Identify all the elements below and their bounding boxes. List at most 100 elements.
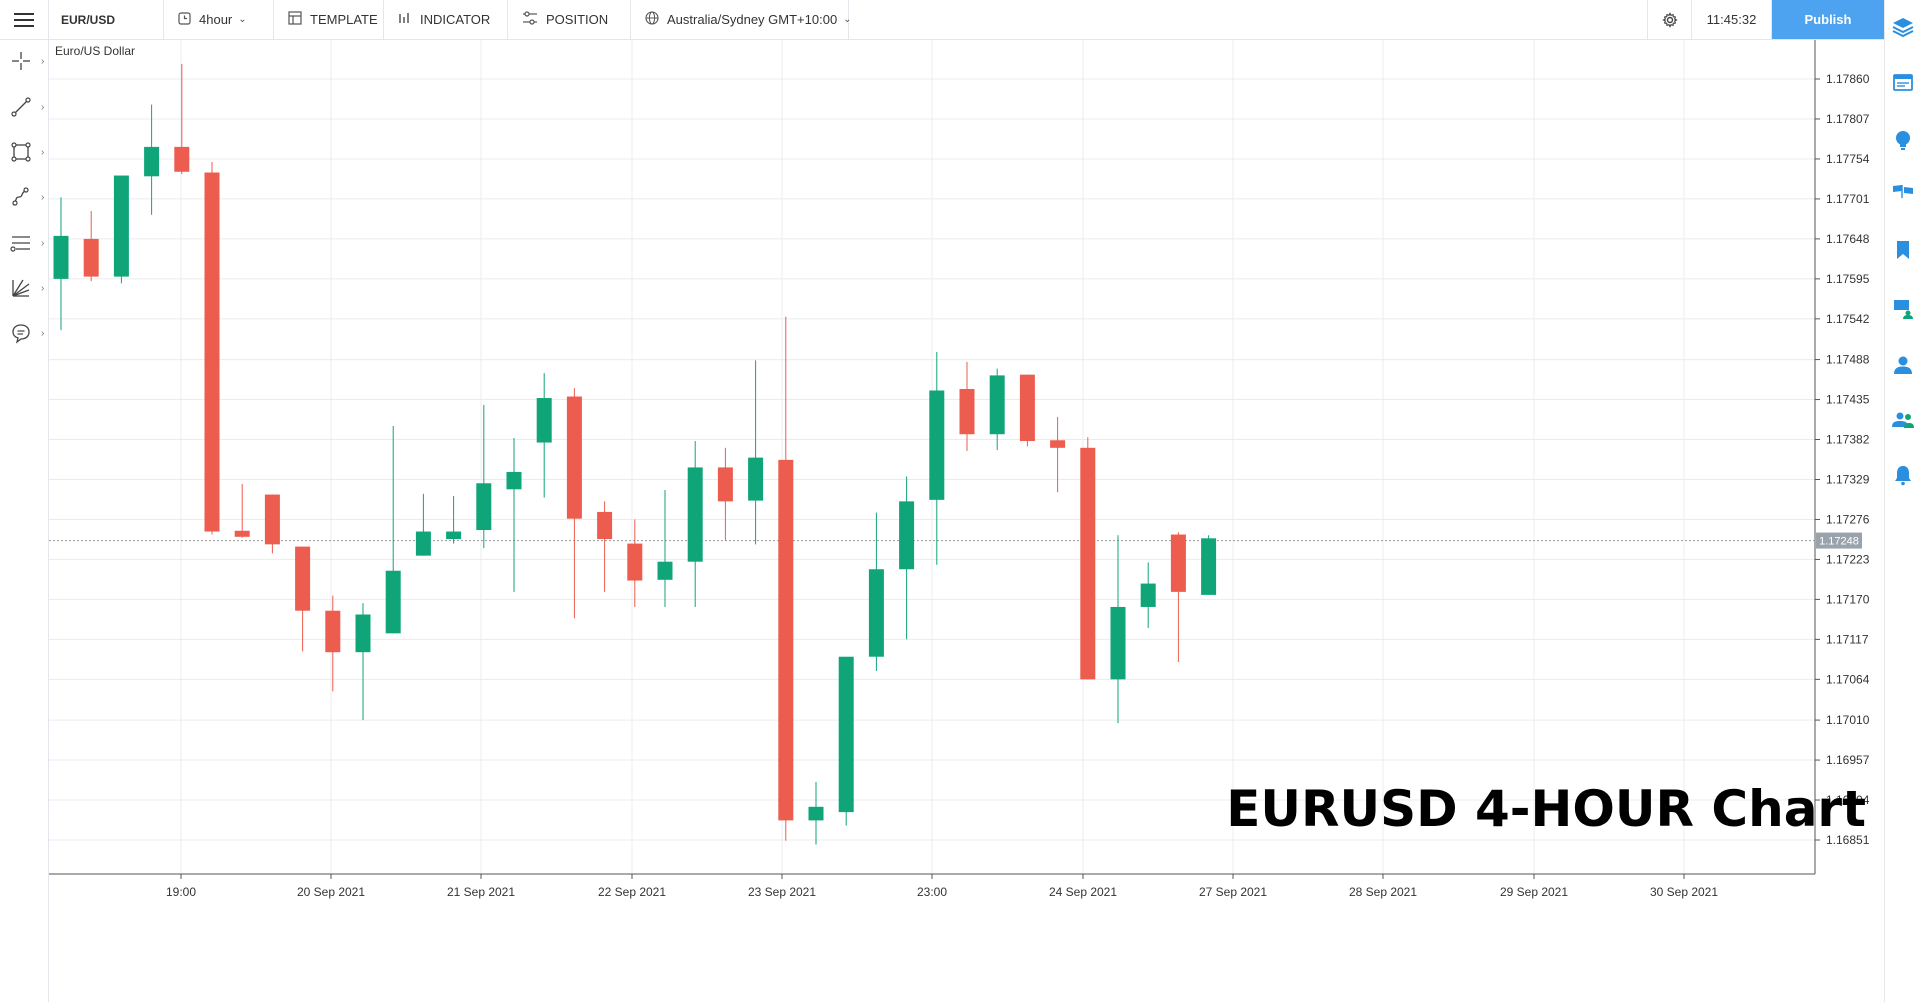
crosshair-tool[interactable]: › [4, 44, 46, 78]
gear-icon [1661, 11, 1678, 28]
candle-body [234, 530, 250, 537]
y-tick-label: 1.17542 [1826, 312, 1870, 326]
candle-body [989, 375, 1005, 435]
template-button[interactable]: TEMPLATE [274, 0, 384, 39]
y-tick-label: 1.16957 [1826, 753, 1870, 767]
chart-area[interactable]: 1.17860 1.17807 1.17754 1.17701 1.17648 1.175… [49, 40, 1884, 1002]
interval-selector[interactable]: 4hour ⌄ [164, 0, 274, 39]
layers-icon[interactable] [1891, 15, 1915, 39]
x-tick-label: 22 Sep 2021 [598, 885, 666, 899]
chevron-right-icon: › [41, 282, 45, 294]
chevron-right-icon: › [41, 55, 45, 67]
lightbulb-icon[interactable] [1891, 128, 1915, 152]
y-tick-label: 1.16851 [1826, 833, 1870, 847]
template-label: TEMPLATE [310, 12, 378, 27]
flags-icon[interactable] [1891, 180, 1915, 204]
fib-tool[interactable]: › [4, 226, 46, 260]
candle-body [83, 238, 99, 277]
chevron-right-icon: › [41, 327, 45, 339]
x-tick-label: 21 Sep 2021 [447, 885, 515, 899]
chevron-right-icon: › [41, 237, 45, 249]
y-tick-label: 1.17807 [1826, 112, 1870, 126]
candle-body [1170, 534, 1186, 592]
annotation-tool[interactable]: › [4, 316, 46, 350]
y-tick-label: 1.17329 [1826, 472, 1870, 486]
y-tick-label: 1.17860 [1826, 72, 1870, 86]
candle-body [778, 459, 794, 821]
y-tick-label: 1.17117 [1826, 632, 1869, 646]
candle-body [385, 570, 401, 634]
chevron-right-icon: › [41, 191, 45, 203]
candle-body [959, 388, 975, 435]
user-icon[interactable] [1891, 353, 1915, 377]
menu-button[interactable] [0, 0, 49, 39]
y-tick-label: 1.17010 [1826, 713, 1870, 727]
candle-body [53, 235, 69, 279]
bookmark-icon[interactable] [1891, 238, 1915, 262]
y-tick-label: 1.17170 [1826, 592, 1870, 606]
publish-button[interactable]: Publish [1772, 0, 1884, 39]
candle-body [1140, 583, 1156, 607]
chevron-down-icon: ⌄ [238, 14, 247, 25]
y-tick-label: 1.17701 [1826, 192, 1870, 206]
crosshair-icon [12, 52, 30, 70]
candle-body [144, 146, 160, 177]
candle-body [597, 511, 613, 540]
candle-body [1019, 374, 1035, 442]
chart-overlay-title: EURUSD 4-HOUR Chart [1226, 780, 1866, 838]
brush-icon [12, 187, 29, 206]
y-tick-label: 1.17382 [1826, 433, 1870, 447]
top-toolbar: EUR/USD 4hour ⌄ TEMPLATE INDICATOR POSIT… [0, 0, 1920, 40]
gann-fan-tool[interactable]: › [4, 271, 46, 305]
candle-body [687, 467, 703, 562]
gann-fan-icon [12, 279, 30, 297]
symbol-selector[interactable]: EUR/USD [49, 0, 164, 39]
candle-body [1050, 440, 1066, 448]
position-button[interactable]: POSITION [508, 0, 631, 39]
x-tick-label: 30 Sep 2021 [1650, 885, 1718, 899]
template-icon [288, 11, 302, 28]
x-tick-label: 19:00 [166, 885, 196, 899]
comment-icon [12, 324, 30, 344]
settings-button[interactable] [1647, 0, 1692, 39]
calendar-icon[interactable] [1891, 70, 1915, 94]
timezone-selector[interactable]: Australia/Sydney GMT+10:00 ⌄ [631, 0, 852, 39]
candle-body [295, 546, 311, 611]
candle-body [204, 172, 220, 532]
x-tick-label: 27 Sep 2021 [1199, 885, 1267, 899]
indicator-label: INDICATOR [420, 12, 491, 27]
last-price-label: 1.17248 [1819, 536, 1859, 548]
candle-body [174, 146, 190, 172]
users-icon[interactable] [1891, 408, 1915, 432]
timezone-label: Australia/Sydney GMT+10:00 [667, 12, 838, 27]
brush-tool[interactable]: › [4, 180, 46, 214]
candle-body [1201, 538, 1217, 595]
candle-body [1080, 447, 1096, 680]
y-tick-label: 1.17648 [1826, 232, 1870, 246]
position-icon [522, 11, 538, 28]
clock-readout: 11:45:32 [1692, 0, 1772, 39]
candlestick-chart[interactable]: 1.17860 1.17807 1.17754 1.17701 1.17648 1.175… [49, 40, 1884, 1002]
monitor-user-icon[interactable] [1891, 297, 1915, 321]
fib-retracement-icon [10, 236, 30, 252]
y-tick-label: 1.17435 [1826, 393, 1870, 407]
candle-body [476, 483, 492, 531]
trend-line-tool[interactable]: › [4, 90, 46, 124]
rectangle-tool[interactable]: › [4, 135, 46, 169]
x-tick-label: 28 Sep 2021 [1349, 885, 1417, 899]
candle-body [506, 471, 522, 490]
candle-body [808, 806, 824, 821]
y-tick-label: 1.17276 [1826, 512, 1870, 526]
candle-body [264, 494, 280, 545]
candle-body [657, 561, 673, 580]
clock-icon [178, 11, 191, 28]
indicator-button[interactable]: INDICATOR [384, 0, 508, 39]
hamburger-icon [14, 12, 34, 27]
indicator-icon [398, 12, 412, 27]
interval-label: 4hour [199, 12, 233, 27]
chevron-right-icon: › [41, 101, 45, 113]
symbol-label: EUR/USD [61, 12, 116, 27]
candle-body [325, 610, 341, 653]
bell-icon[interactable] [1891, 463, 1915, 487]
x-tick-label: 24 Sep 2021 [1049, 885, 1117, 899]
